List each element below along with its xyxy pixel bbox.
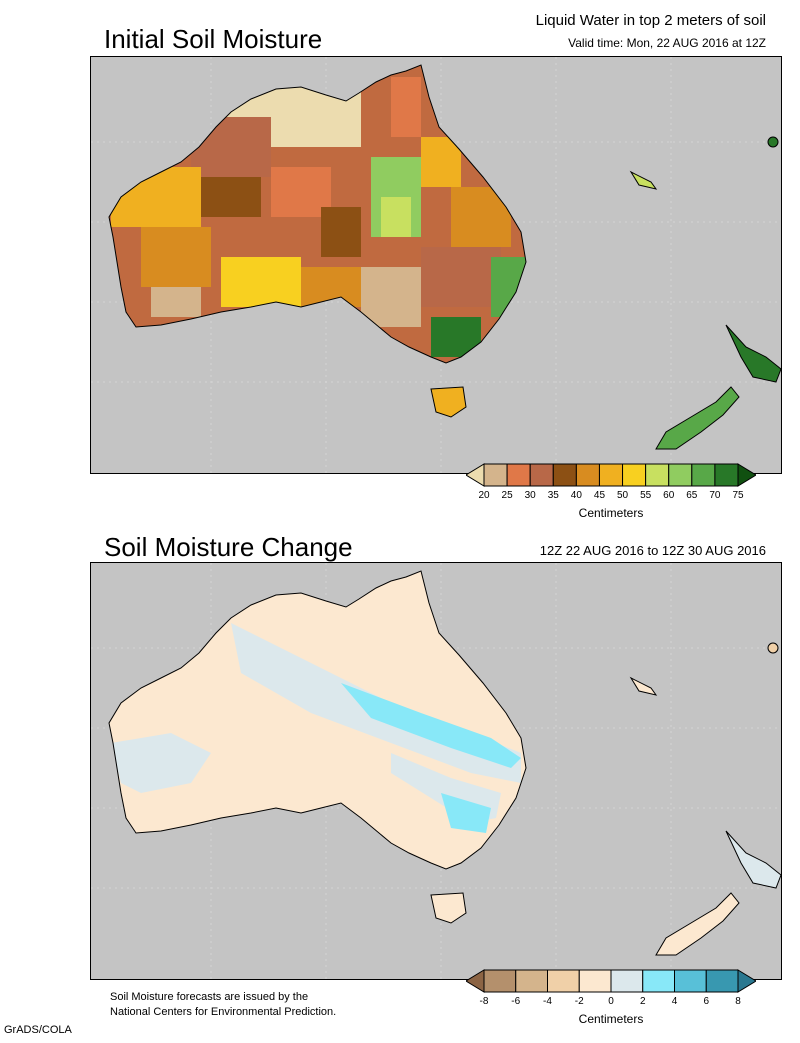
- new-zealand-north: [725, 830, 781, 889]
- soil-moisture-change-map: [90, 562, 782, 980]
- bottom-colorbar-tick-label: 6: [703, 996, 710, 1007]
- new-caledonia: [629, 676, 658, 696]
- top-colorbar-swatch: [575, 463, 600, 487]
- top-map-title: Initial Soil Moisture: [104, 24, 323, 54]
- australia-coastline: [108, 570, 527, 870]
- top-colorbar-swatches: [465, 463, 757, 487]
- top-colorbar-tick-label: 50: [616, 490, 629, 501]
- top-colorbar-tick-label: 25: [501, 490, 513, 501]
- tasmania: [430, 892, 467, 924]
- top-colorbar-swatch: [483, 463, 508, 487]
- bottom-colorbar-tick-label: 8: [735, 996, 741, 1007]
- top-colorbar-swatch: [552, 463, 577, 487]
- top-colorbar-tick-label: 45: [593, 490, 606, 501]
- bottom-colorbar-tick-label: -8: [479, 996, 489, 1007]
- bottom-colorbar-swatch: [674, 969, 707, 993]
- bottom-colorbar-tick-label: -2: [574, 996, 584, 1007]
- new-zealand-north: [725, 324, 781, 383]
- forecast-note: Soil Moisture forecasts are issued by th…: [110, 990, 336, 1020]
- bottom-colorbar-swatch: [578, 969, 612, 993]
- top-colorbar: 20 25 30 35 40 45 50 55 60 65 70 75 Centimeters: [465, 462, 757, 522]
- top-colorbar-tick-label: 55: [640, 490, 652, 501]
- forecast-note-line2: National Centers for Environmental Predi…: [110, 1006, 337, 1018]
- top-colorbar-tick-label: 65: [686, 490, 698, 501]
- valid-time: Valid time: Mon, 22 AUG 2016 at 12Z: [568, 36, 766, 50]
- top-colorbar-tick-label: 60: [663, 490, 675, 501]
- top-colorbar-tick-label: 75: [732, 490, 744, 501]
- new-zealand-south: [655, 892, 740, 956]
- australia-coastline: [108, 64, 527, 364]
- top-colorbar-swatch-low-arrow: [465, 463, 485, 487]
- map-canvas-top: [91, 57, 781, 473]
- grads-credit: GrADS/COLA: [4, 1024, 72, 1036]
- new-zealand-south: [655, 386, 740, 450]
- bottom-colorbar-swatch: [483, 969, 517, 993]
- fiji: [767, 642, 779, 654]
- top-colorbar-tick-label: 70: [709, 490, 721, 501]
- bottom-colorbar-tick-label: -4: [543, 996, 552, 1007]
- bottom-colorbar-swatch: [547, 969, 580, 993]
- top-colorbar-swatch: [529, 463, 554, 487]
- bottom-colorbar-swatches: [465, 969, 757, 993]
- bottom-colorbar-swatch: [515, 969, 548, 993]
- bottom-colorbar-swatch: [610, 969, 644, 993]
- top-colorbar-swatch: [714, 463, 739, 487]
- fiji: [767, 136, 779, 148]
- map-canvas-bottom: [91, 563, 781, 979]
- top-colorbar-tick-label: 20: [478, 490, 490, 501]
- bottom-colorbar: -8 -6 -4 -2 0 2 4 6 8 Centimeters: [465, 968, 757, 1028]
- new-caledonia: [629, 170, 658, 190]
- tasmania: [430, 386, 467, 418]
- top-colorbar-swatch-high-arrow: [737, 463, 757, 487]
- bottom-colorbar-tick-label: -6: [511, 996, 521, 1007]
- bottom-colorbar-swatch-high-arrow: [737, 969, 757, 993]
- bottom-colorbar-tick-label: 2: [639, 996, 646, 1007]
- top-colorbar-swatch: [668, 463, 693, 487]
- bottom-colorbar-swatch-low-arrow: [465, 969, 485, 993]
- product-title: Liquid Water in top 2 meters of soil: [535, 12, 766, 29]
- top-colorbar-unit: Centimeters: [578, 506, 644, 520]
- forecast-note-line1: Soil Moisture forecasts are issued by th…: [110, 991, 309, 1003]
- top-colorbar-swatch: [691, 463, 716, 487]
- initial-soil-moisture-map: [90, 56, 782, 474]
- change-period: 12Z 22 AUG 2016 to 12Z 30 AUG 2016: [539, 543, 766, 558]
- bottom-colorbar-tick-label: 4: [671, 996, 678, 1007]
- bottom-map-title: Soil Moisture Change: [104, 532, 353, 562]
- top-colorbar-tick-label: 30: [524, 490, 536, 501]
- top-colorbar-tick-label: 35: [547, 490, 559, 501]
- bottom-colorbar-swatch: [705, 969, 739, 993]
- top-colorbar-swatch: [506, 463, 531, 487]
- bottom-colorbar-tick-label: 0: [608, 996, 614, 1007]
- top-colorbar-swatch: [645, 463, 670, 487]
- top-colorbar-swatch: [598, 463, 624, 487]
- top-colorbar-swatch: [622, 463, 647, 487]
- bottom-colorbar-swatch: [642, 969, 675, 993]
- top-colorbar-tick-label: 40: [570, 490, 582, 501]
- bottom-colorbar-unit: Centimeters: [578, 1012, 644, 1026]
